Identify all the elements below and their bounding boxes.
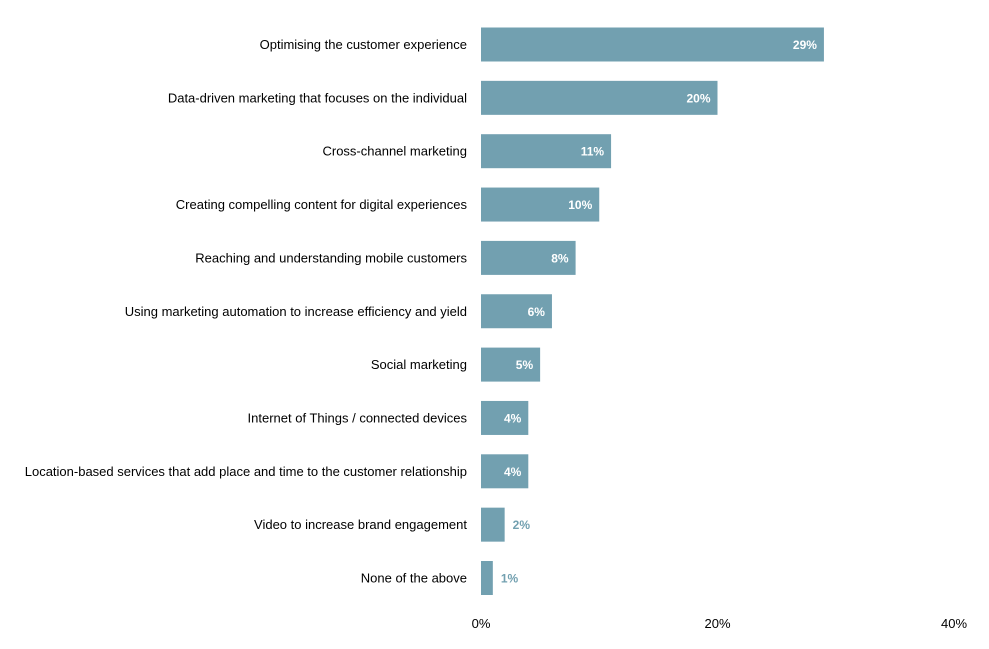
bar xyxy=(481,454,529,489)
bar xyxy=(481,507,505,542)
x-tick-label: 0% xyxy=(472,616,491,631)
bar xyxy=(481,80,718,115)
bar xyxy=(481,187,600,222)
category-label: Location-based services that add place a… xyxy=(25,464,467,479)
bar xyxy=(481,240,576,275)
bar-value-label: 6% xyxy=(528,305,546,319)
category-label: Video to increase brand engagement xyxy=(254,517,467,532)
bar xyxy=(481,27,824,62)
bar-value-label: 10% xyxy=(568,198,592,212)
bar-value-label: 8% xyxy=(551,251,569,265)
category-label: Data-driven marketing that focuses on th… xyxy=(168,90,467,105)
category-label: Optimising the customer experience xyxy=(260,37,467,52)
bar-value-label: 20% xyxy=(686,91,710,105)
bar-value-label: 11% xyxy=(581,145,605,159)
category-label: Social marketing xyxy=(371,357,467,372)
bar xyxy=(481,400,529,435)
x-tick-label: 20% xyxy=(704,616,730,631)
bar xyxy=(481,134,612,169)
category-label: None of the above xyxy=(361,571,467,586)
category-label: Reaching and understanding mobile custom… xyxy=(195,250,467,265)
bar xyxy=(481,294,552,329)
category-label: Internet of Things / connected devices xyxy=(248,410,468,425)
bar-value-label: 2% xyxy=(513,518,531,532)
category-label: Creating compelling content for digital … xyxy=(176,197,468,212)
bar xyxy=(481,561,493,595)
category-label: Cross-channel marketing xyxy=(322,144,467,159)
x-tick-label: 40% xyxy=(941,616,967,631)
bar xyxy=(481,347,541,382)
bar-value-label: 4% xyxy=(504,411,522,425)
bar-value-label: 4% xyxy=(504,465,522,479)
category-label: Using marketing automation to increase e… xyxy=(125,304,467,319)
bar-value-label: 29% xyxy=(793,38,817,52)
bar-value-label: 1% xyxy=(501,572,519,586)
bar-value-label: 5% xyxy=(516,358,534,372)
